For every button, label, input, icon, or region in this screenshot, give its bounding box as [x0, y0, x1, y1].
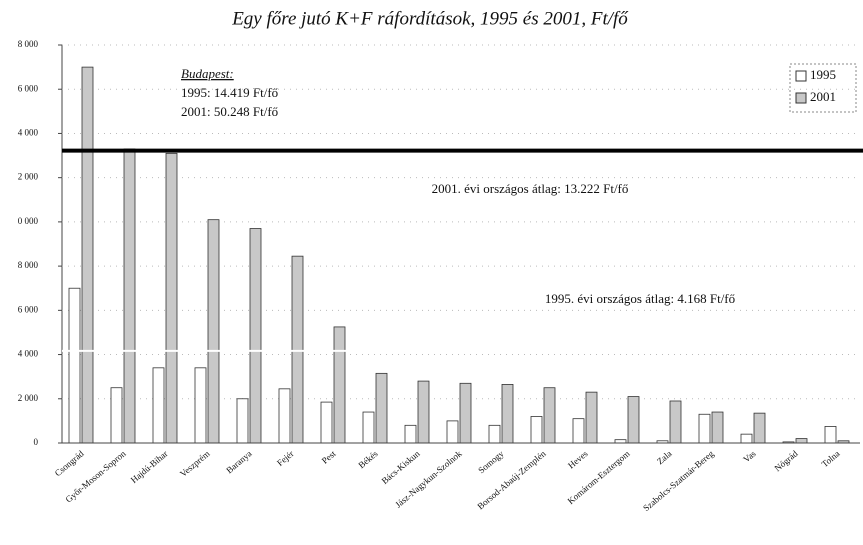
x-tick-label: Borsod-Abaúj-Zemplén: [475, 448, 548, 511]
x-tick-label: Zala: [655, 448, 674, 466]
y-tick-label: 8 000: [18, 39, 39, 49]
bar: [824, 426, 837, 444]
bar: [459, 382, 472, 444]
y-tick-label: 8 000: [18, 260, 39, 270]
bar: [711, 411, 724, 444]
y-tick-label: 2 000: [18, 172, 39, 182]
y-tick-label: 6 000: [18, 83, 39, 93]
bar: [375, 372, 388, 444]
bar: [320, 401, 333, 444]
legend-label: 1995: [810, 67, 836, 82]
x-tick-label: Somogy: [476, 448, 506, 475]
annotation-line: 2001: 50.248 Ft/fő: [181, 104, 278, 119]
x-tick-label: Vas: [741, 448, 758, 464]
bar: [194, 367, 207, 444]
bar: [530, 416, 543, 444]
bar: [627, 396, 640, 444]
bar: [81, 66, 94, 444]
bar: [740, 433, 753, 444]
x-tick-label: Csongrád: [53, 448, 86, 478]
annotation-title: Budapest:: [181, 66, 234, 81]
bar: [362, 411, 375, 444]
y-tick-label: 2 000: [18, 393, 39, 403]
bar: [249, 228, 262, 444]
bar: [123, 148, 136, 444]
bar: [669, 400, 682, 444]
x-tick-label: Fejér: [275, 448, 296, 468]
x-tick-label: Hajdú-Bihar: [129, 448, 170, 485]
bar: [278, 388, 291, 444]
bar: [585, 391, 598, 444]
annotation-line: 1995: 14.419 Ft/fő: [181, 85, 278, 100]
x-tick-label: Békés: [356, 448, 380, 470]
x-tick-label: Tolna: [820, 448, 842, 469]
bar: [110, 387, 123, 444]
x-tick-label: Baranya: [224, 448, 253, 475]
x-tick-label: Heves: [566, 448, 590, 470]
bar: [753, 412, 766, 444]
x-tick-label: Bács-Kiskun: [380, 448, 422, 486]
bar: [165, 152, 178, 444]
x-tick-label: Szabolcs-Szatmár-Bereg: [641, 448, 716, 513]
y-tick-label: 6 000: [18, 304, 39, 314]
y-tick-label: 0 000: [18, 216, 39, 226]
x-tick-label: Nógrád: [773, 448, 800, 473]
legend-label: 2001: [810, 89, 836, 104]
x-tick-label: Pest: [320, 448, 338, 466]
bar: [417, 380, 430, 444]
bar: [236, 398, 249, 444]
bar: [501, 384, 514, 444]
bar: [488, 424, 501, 444]
bar: [333, 326, 346, 444]
bar: [795, 438, 808, 444]
bar: [291, 255, 304, 444]
bar: [68, 287, 81, 444]
bar: [543, 387, 556, 444]
bar: [446, 420, 459, 444]
bar: [572, 418, 585, 444]
annotation: 1995. évi országos átlag: 4.168 Ft/fő: [545, 291, 735, 306]
bar: [698, 413, 711, 444]
y-tick-label: 4 000: [18, 128, 39, 138]
x-tick-label: Veszprém: [178, 448, 212, 478]
bar: [152, 367, 165, 444]
legend-swatch: [795, 92, 807, 104]
y-tick-label: 4 000: [18, 349, 39, 359]
bar: [207, 219, 220, 444]
annotation: 2001. évi országos átlag: 13.222 Ft/fő: [432, 181, 629, 196]
legend-swatch: [795, 70, 807, 82]
chart-title: Egy főre jutó K+F ráfordítások, 1995 és …: [231, 8, 629, 29]
bar: [404, 424, 417, 444]
y-tick-label: 0: [34, 437, 39, 447]
